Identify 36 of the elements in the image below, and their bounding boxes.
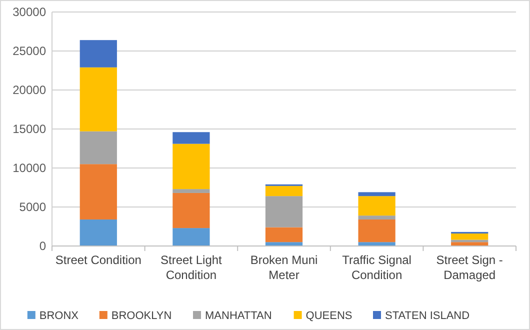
bar bbox=[80, 40, 117, 68]
x-tick-label: Street Light Condition bbox=[160, 253, 223, 282]
y-tick-label: 25000 bbox=[12, 44, 46, 58]
bar bbox=[80, 67, 117, 132]
bar bbox=[358, 219, 396, 242]
bar bbox=[358, 196, 396, 216]
bar bbox=[80, 164, 117, 220]
bar bbox=[172, 189, 210, 193]
legend-label: QUEENS bbox=[306, 310, 352, 322]
bar bbox=[358, 242, 396, 246]
bar bbox=[358, 216, 396, 220]
bar bbox=[80, 131, 117, 164]
bar bbox=[451, 234, 488, 240]
x-tick-label: Street Condition bbox=[55, 253, 142, 267]
bar bbox=[172, 144, 210, 190]
bar bbox=[172, 192, 210, 228]
x-tick-label: Broken Muni Meter bbox=[250, 253, 318, 282]
y-tick-label: 20000 bbox=[12, 83, 46, 98]
bar bbox=[172, 228, 210, 246]
y-tick-label: 10000 bbox=[12, 161, 46, 176]
legend-label: MANHATTAN bbox=[205, 310, 272, 322]
y-tick-label: 15000 bbox=[12, 122, 46, 136]
y-tick-label: 5000 bbox=[19, 200, 46, 214]
bar bbox=[358, 192, 396, 196]
x-tick-label: Traffic Signal Condition bbox=[342, 253, 412, 282]
bar bbox=[80, 219, 117, 246]
bar bbox=[265, 196, 303, 228]
bar bbox=[265, 227, 303, 242]
y-tick-label: 30000 bbox=[12, 5, 46, 20]
y-tick-label: 0 bbox=[39, 239, 46, 254]
bar bbox=[265, 186, 303, 196]
legend-label: STATEN ISLAND bbox=[385, 310, 470, 322]
legend-label: BRONX bbox=[39, 310, 80, 322]
legend-label: BROOKLYN bbox=[111, 310, 172, 322]
x-tick-label: Street Sign - Damaged bbox=[436, 253, 503, 282]
bar bbox=[172, 132, 210, 144]
